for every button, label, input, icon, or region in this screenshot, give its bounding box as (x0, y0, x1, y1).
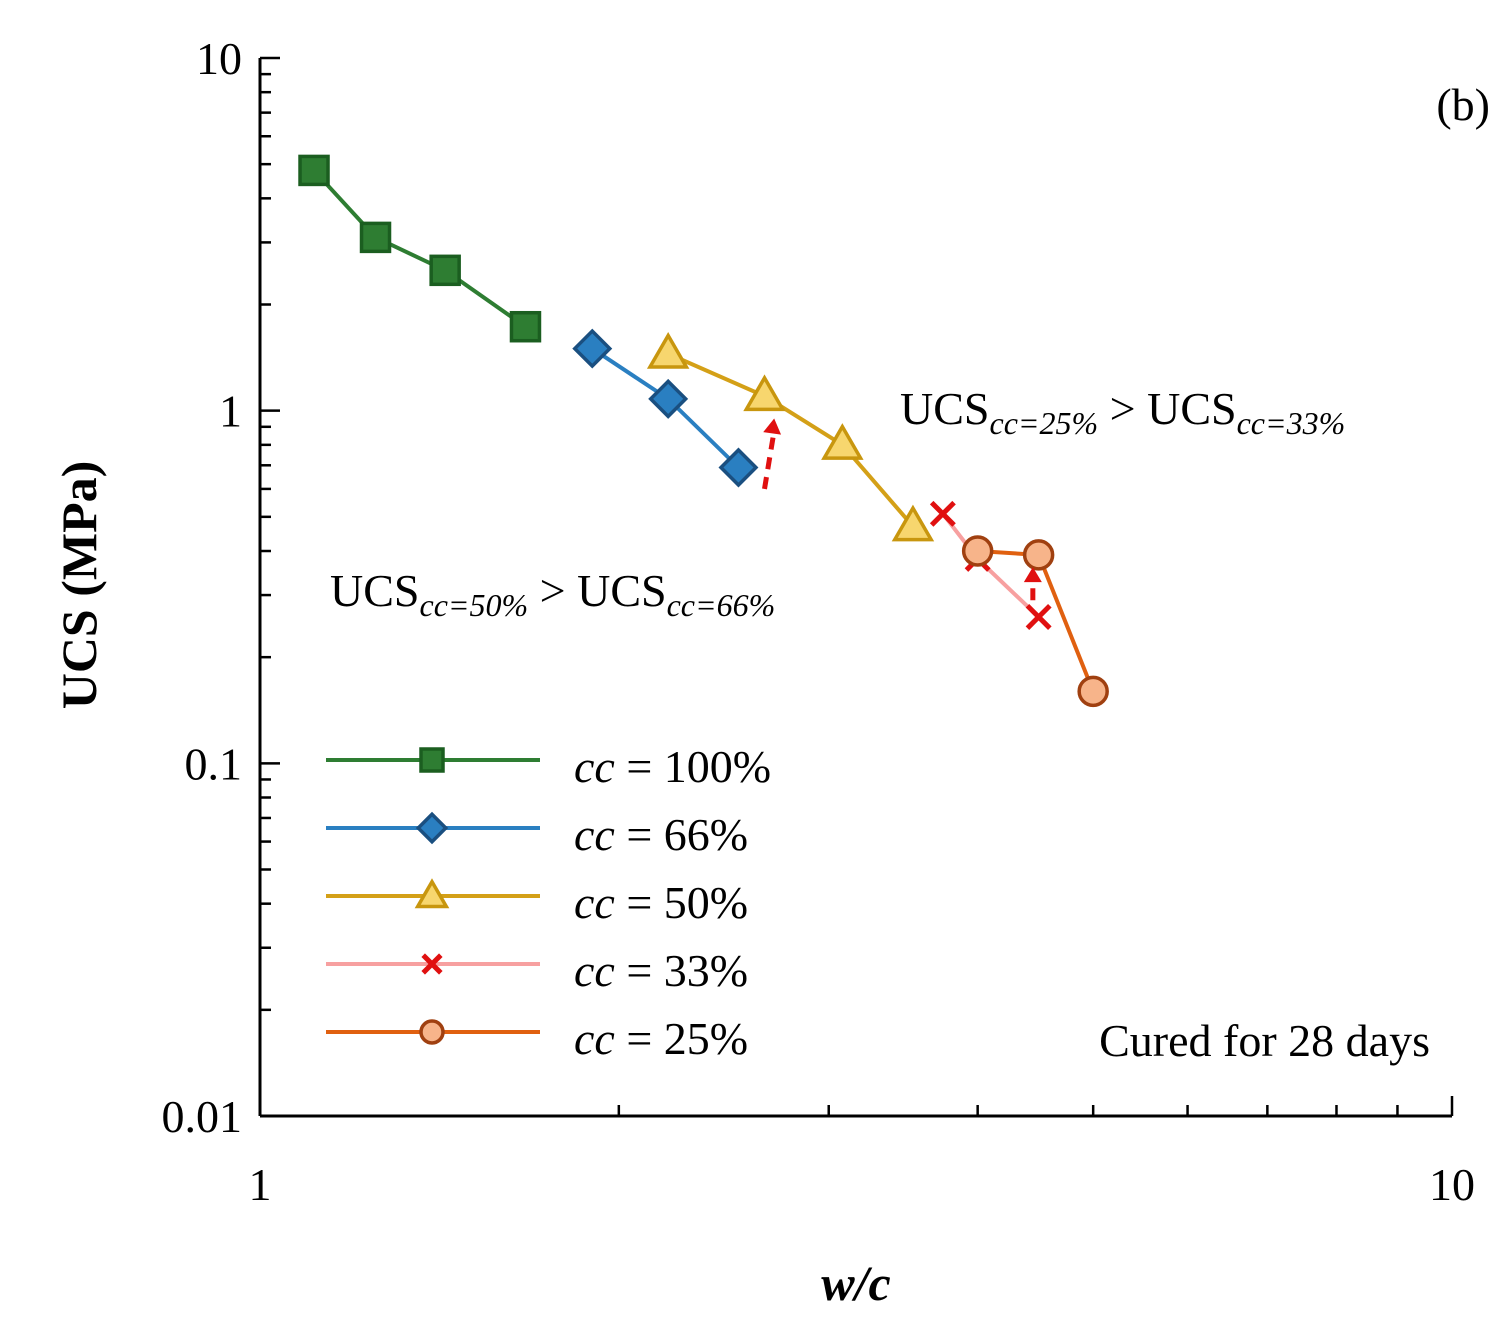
data-point (1077, 675, 1109, 708)
y-tick-label: 10 (196, 33, 242, 84)
legend-label-value: = 50% (615, 877, 748, 928)
data-point (646, 332, 690, 369)
data-point (359, 221, 392, 254)
legend-label-var: cc (574, 1013, 615, 1064)
arrow-head (1023, 567, 1042, 583)
series-line (941, 512, 1041, 619)
legend-marker (414, 878, 450, 909)
series-2 (646, 332, 935, 542)
data-point (429, 254, 461, 287)
legend-label-var: cc (574, 945, 615, 996)
annot1-sub: cc=25% (989, 405, 1098, 441)
data-point (509, 310, 542, 343)
legend-entry: cc = 33% (326, 945, 748, 996)
data-point (929, 500, 956, 527)
legend-marker (421, 953, 443, 975)
curing-note: Cured for 28 days (1099, 1015, 1430, 1066)
arrow-head (763, 418, 782, 435)
y-tick-label: 0.1 (185, 738, 243, 789)
series-1 (572, 328, 759, 488)
annot2-op: > (528, 565, 577, 616)
legend: cc = 100%cc = 66%cc = 50%cc = 33%cc = 25… (326, 741, 771, 1064)
annotation-cc25-vs-cc33: UCScc=25% > UCScc=33% (900, 383, 1345, 441)
x-marker-stroke (1025, 604, 1052, 630)
y-tick-label: 0.01 (162, 1091, 243, 1142)
legend-label-value: = 100% (615, 741, 771, 792)
legend-label-value: = 25% (615, 1013, 748, 1064)
legend-marker (419, 747, 445, 773)
series-4 (961, 535, 1109, 708)
x-marker-stroke (929, 500, 956, 527)
annot2-base2: UCS (577, 565, 666, 616)
legend-marker (415, 811, 449, 845)
legend-label: cc = 25% (574, 1013, 748, 1064)
data-point (743, 374, 786, 412)
legend-entry: cc = 66% (326, 809, 748, 860)
data-point (648, 378, 689, 419)
data-point (1025, 604, 1052, 630)
series-line (667, 351, 915, 528)
x-tick-label: 10 (1429, 1159, 1475, 1210)
legend-label: cc = 33% (574, 945, 748, 996)
annot1-op: > (1098, 383, 1147, 434)
data-point (1022, 539, 1055, 571)
legend-label: cc = 100% (574, 741, 771, 792)
x-axis-title: w/c (821, 1255, 890, 1311)
legend-label-var: cc (574, 877, 615, 928)
legend-label-var: cc (574, 809, 615, 860)
annot1-sub2: cc=33% (1237, 405, 1346, 441)
annotation-cc50-vs-cc66: UCScc=50% > UCScc=66% (330, 565, 775, 623)
arrow-shaft (762, 430, 777, 490)
legend-label: cc = 66% (574, 809, 748, 860)
data-point (891, 504, 935, 542)
annot2-base: UCS (330, 565, 419, 616)
x-tick-label: 1 (249, 1159, 272, 1210)
data-point (821, 423, 864, 460)
data-point (572, 328, 613, 369)
legend-entry: cc = 50% (326, 877, 748, 928)
annot1-base2: UCS (1147, 383, 1236, 434)
ticks: 0.01 0.1 1 10 1 10 (162, 33, 1476, 1210)
legend-label: cc = 50% (574, 877, 748, 928)
annot2-sub: cc=50% (419, 587, 528, 623)
legend-label-value: = 66% (615, 809, 748, 860)
legend-label-value: = 33% (615, 945, 748, 996)
data-point (718, 447, 759, 488)
legend-marker (419, 1019, 445, 1045)
legend-entry: cc = 100% (326, 741, 771, 792)
series-0 (298, 154, 542, 343)
x-marker-stroke (421, 953, 443, 975)
legend-entry: cc = 25% (326, 1013, 748, 1064)
axes (258, 58, 1452, 1118)
panel-label: (b) (1436, 79, 1490, 130)
annot2-sub2: cc=66% (667, 587, 776, 623)
annot1-base: UCS (900, 383, 989, 434)
arrow (762, 418, 782, 490)
series-layer (298, 154, 1109, 708)
arrow-layer (762, 418, 1042, 601)
series-line (312, 169, 527, 329)
legend-label-var: cc (574, 741, 615, 792)
y-axis-title: UCS (MPa) (51, 461, 107, 710)
data-point (961, 535, 994, 567)
y-tick-label: 1 (219, 386, 242, 437)
data-point (298, 154, 330, 187)
arrow (1023, 567, 1042, 601)
